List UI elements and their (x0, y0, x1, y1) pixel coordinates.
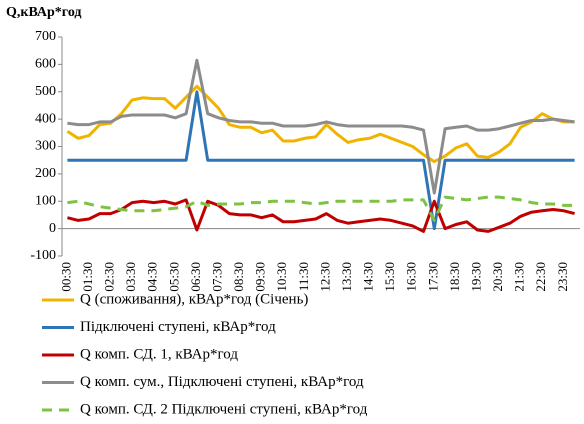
x-tick-label: 00:30 (58, 262, 73, 292)
legend-label: Підключені ступені, кВАр*год (80, 319, 276, 335)
x-tick-label: 13:30 (339, 262, 354, 292)
x-tick-label: 17:30 (425, 262, 440, 292)
x-tick-label: 07:30 (209, 262, 224, 292)
y-tick-label: -100 (30, 248, 56, 263)
y-tick-label: 700 (35, 29, 56, 44)
series-line (67, 198, 575, 233)
x-tick-label: 18:30 (447, 262, 462, 292)
x-tick-label: 09:30 (253, 262, 268, 292)
y-tick-label: 100 (35, 193, 56, 208)
series-line (67, 58, 575, 195)
y-axis-title: Q,кВАр*год (6, 5, 82, 20)
series-line (67, 195, 575, 222)
legend-label: Q (споживання), кВАр*год (Січень) (80, 291, 308, 307)
legend-label: Q комп. СД. 2 Підключені ступені, кВАр*г… (80, 401, 368, 417)
x-tick-label: 19:30 (468, 262, 483, 292)
x-tick-label: 06:30 (188, 262, 203, 292)
x-tick-label: 20:30 (490, 262, 505, 292)
x-tick-label: 10:30 (274, 262, 289, 292)
x-tick-label: 22:30 (533, 262, 548, 292)
series-line (66, 84, 575, 164)
x-tick-label: 14:30 (361, 262, 376, 292)
y-tick-label: 400 (35, 111, 56, 126)
x-tick-label: 15:30 (382, 262, 397, 292)
y-tick-label: 600 (35, 57, 56, 72)
x-tick-label: 04:30 (145, 262, 160, 292)
legend-label: Q комп. СД. 1, кВАр*год (80, 346, 238, 362)
x-tick-label: 02:30 (102, 262, 117, 292)
y-tick-label: 200 (35, 166, 56, 181)
y-tick-label: 300 (35, 139, 56, 154)
x-tick-label: 03:30 (123, 262, 138, 292)
x-tick-label: 05:30 (166, 262, 181, 292)
y-tick-label: 0 (49, 221, 56, 236)
x-tick-label: 01:30 (80, 262, 95, 292)
x-tick-label: 16:30 (404, 262, 419, 292)
x-tick-label: 21:30 (512, 262, 527, 292)
x-tick-label: 12:30 (317, 262, 332, 292)
y-tick-label: 500 (35, 84, 56, 99)
legend-label: Q комп. сум., Підключені ступені, кВАр*г… (80, 374, 364, 390)
x-tick-label: 11:30 (296, 262, 311, 291)
series-line (67, 90, 575, 231)
x-tick-label: 08:30 (231, 262, 246, 292)
x-tick-label: 23:30 (555, 262, 570, 292)
